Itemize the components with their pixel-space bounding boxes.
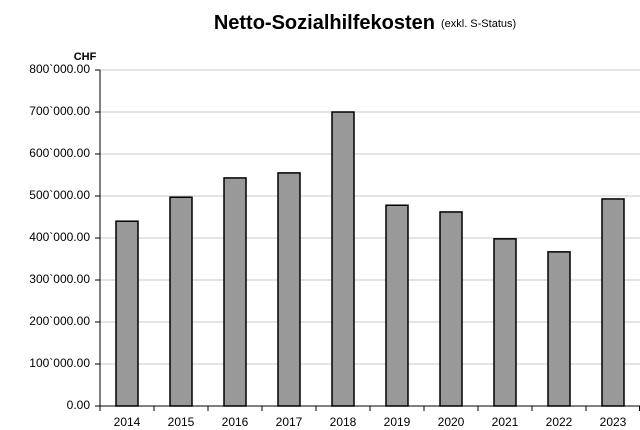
chart-title: Netto-Sozialhilfekosten — [214, 12, 435, 34]
chart-title-group: Netto-Sozialhilfekosten (exkl. S-Status) — [214, 12, 516, 34]
x-tick-label: 2015 — [168, 415, 195, 429]
bar — [601, 198, 625, 407]
bar — [439, 211, 463, 407]
y-tick-label: 0.00 — [67, 398, 91, 412]
chart-subtitle: (exkl. S-Status) — [441, 18, 516, 30]
x-tick-label: 2022 — [546, 415, 573, 429]
x-tick-label: 2020 — [438, 415, 465, 429]
x-tick-label: 2014 — [114, 415, 141, 429]
bar — [385, 204, 409, 407]
y-axis-label: CHF — [74, 51, 97, 63]
y-tick-label: 600`000.00 — [29, 146, 90, 160]
x-tick-label: 2016 — [222, 415, 249, 429]
y-tick-label: 700`000.00 — [29, 104, 90, 118]
x-tick-label: 2021 — [492, 415, 519, 429]
x-tick-label: 2019 — [384, 415, 411, 429]
y-tick-label: 400`000.00 — [29, 230, 90, 244]
bar — [169, 196, 193, 407]
bar — [223, 177, 247, 407]
bar — [331, 111, 355, 407]
x-tick-label: 2023 — [600, 415, 627, 429]
y-tick-label: 200`000.00 — [29, 314, 90, 328]
y-tick-label: 800`000.00 — [29, 62, 90, 76]
bar — [547, 251, 571, 407]
bar — [493, 238, 517, 407]
x-tick-label: 2017 — [276, 415, 303, 429]
bar — [115, 220, 139, 407]
y-tick-label: 500`000.00 — [29, 188, 90, 202]
y-tick-label: 100`000.00 — [29, 356, 90, 370]
x-tick-label: 2018 — [330, 415, 357, 429]
bar — [277, 172, 301, 407]
y-tick-label: 300`000.00 — [29, 272, 90, 286]
